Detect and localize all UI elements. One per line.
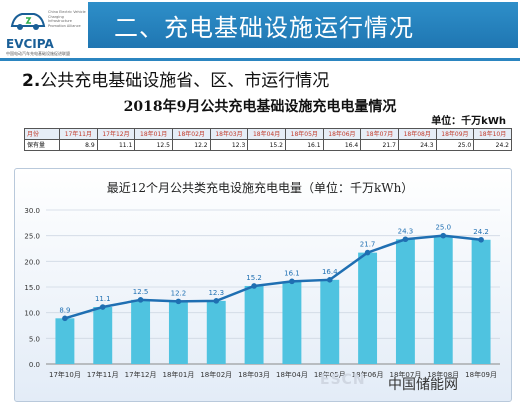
logo-subtext: 中国电动汽车充电基础设施促进联盟 (6, 51, 70, 56)
table-month-cell: 17年12月 (96, 128, 136, 140)
x-tick-label: 18年01月 (163, 370, 195, 379)
x-tick-label: 17年12月 (125, 370, 157, 379)
data-label: 12.2 (171, 289, 187, 297)
data-label: 25.0 (435, 224, 451, 232)
section-subtitle: 2.公共充电基础设施省、区、市运行情况 (22, 66, 329, 91)
y-tick-label: 30.0 (24, 207, 40, 215)
data-label: 24.2 (473, 228, 489, 236)
x-tick-label: 18年09月 (465, 370, 497, 379)
y-tick-label: 20.0 (24, 258, 40, 266)
data-label: 12.5 (133, 288, 149, 296)
header-band (88, 2, 518, 48)
watermark-text: 中国储能网 (388, 377, 458, 393)
logo-text: EVCIPA (6, 37, 54, 51)
table-title: 2018年9月公共充电基础设施充电电量情况 (123, 99, 397, 115)
data-table: 月份 17年11月 17年12月 18年01月 18年02月 18年03月 18年04月 1… (24, 128, 512, 151)
data-label: 16.4 (322, 268, 338, 276)
line-point (326, 277, 333, 283)
line-point (62, 315, 68, 322)
line-point (289, 278, 295, 285)
line-point (440, 232, 447, 239)
data-label: 15.2 (246, 274, 262, 282)
y-tick-label: 25.0 (24, 233, 40, 241)
bar (282, 281, 302, 364)
x-tick-label: 18年04月 (276, 370, 308, 379)
line-point (402, 236, 409, 243)
x-tick-label: 18年08月 (427, 370, 459, 379)
series-line (64, 234, 482, 320)
bar (131, 299, 151, 364)
bar (55, 318, 75, 364)
bar (471, 239, 491, 364)
header-divider (0, 58, 520, 61)
x-tick-label: 18年06月 (352, 370, 384, 379)
bar (358, 252, 378, 364)
table-value-cell: 8.9 (59, 139, 98, 151)
line-point (137, 297, 144, 303)
line-point (99, 304, 106, 310)
table-unit: 单位：千万kWh (431, 116, 506, 127)
data-label: 8.9 (59, 306, 70, 314)
data-label: 12.3 (208, 289, 224, 297)
data-label: 24.3 (398, 227, 414, 235)
line-point (251, 283, 257, 289)
data-label: 16.1 (284, 269, 300, 277)
section-number: 2. (22, 71, 41, 91)
y-tick-label: 5.0 (29, 335, 40, 343)
bar (206, 300, 226, 364)
slide-header: China Electric Vehicle Charging Infrastr… (0, 0, 520, 62)
logo: China Electric Vehicle Charging Infrastr… (0, 0, 88, 58)
table-header-row: 月份 17年11月 17年12月 18年01月 18年02月 18年03月 18年04月 1… (24, 128, 512, 140)
chart-title: 最近12个月公共类充电设施充电电量（单位：千万kWh） (107, 180, 414, 195)
bar (395, 239, 415, 364)
section-text: 公共充电基础设施省、区、市运行情况 (40, 71, 330, 91)
table-value-row: 保有量 8.9 11.1 12.5 12.2 12.3 15.2 16.1 16.4 21.7 2… (24, 139, 512, 151)
line-point (213, 298, 220, 304)
ev-car-icon (10, 13, 46, 30)
y-tick-label: 0.0 (29, 361, 40, 369)
x-tick-label: 18年02月 (200, 370, 232, 379)
bar (433, 235, 453, 364)
bar (244, 285, 264, 364)
line-point (478, 236, 484, 243)
table-value-cell: 12.5 (134, 139, 173, 151)
y-tick-label: 10.0 (24, 310, 40, 318)
page-title: 二、充电基础设施运行情况 (114, 14, 414, 42)
logo-mini-text: China Electric Vehicle Charging Infrastr… (48, 10, 86, 28)
table-value-cell: 15.2 (247, 139, 286, 151)
table-month-cell: 18年05月 (284, 128, 324, 140)
bar (168, 301, 188, 364)
watermark: ESCN (320, 372, 366, 388)
x-tick-label: 18年07月 (390, 370, 422, 379)
line-point (364, 249, 371, 256)
bar (320, 279, 340, 364)
x-tick-label: 18年05月 (314, 370, 346, 379)
bar (93, 307, 113, 364)
x-tick-label: 18年03月 (238, 370, 270, 379)
data-label: 21.7 (360, 241, 376, 249)
x-tick-label: 17年10月 (49, 370, 81, 379)
x-tick-label: 17年11月 (87, 370, 119, 379)
data-label: 11.1 (95, 295, 111, 303)
table-row-label: 保有量 (24, 139, 60, 151)
table-value-cell: 24.2 (473, 139, 512, 151)
y-tick-label: 15.0 (24, 284, 40, 292)
line-point (175, 298, 182, 305)
